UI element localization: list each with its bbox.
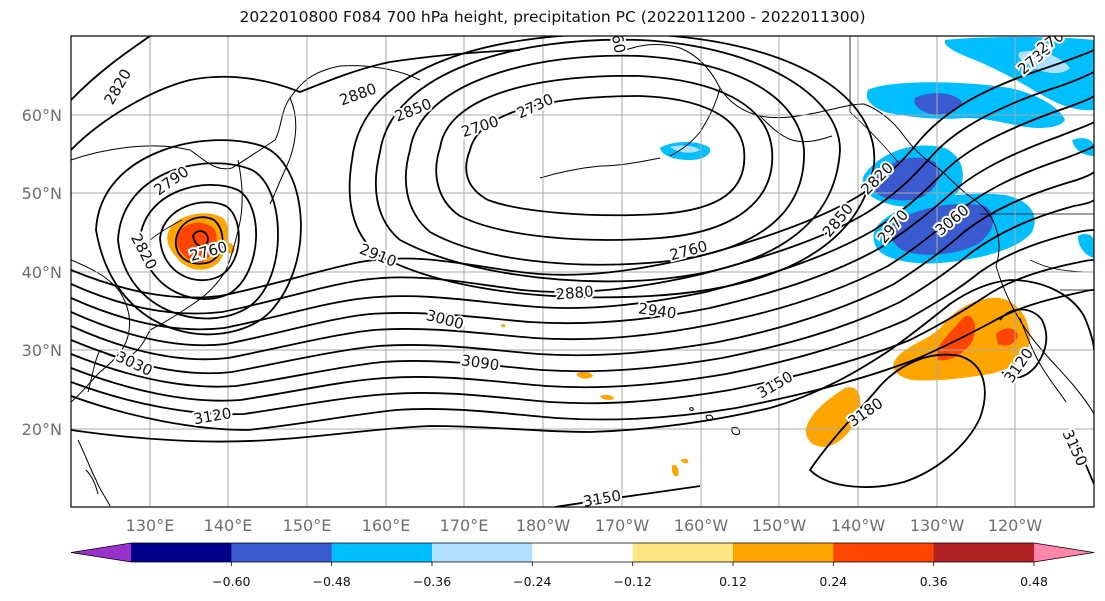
- lon-tick-150e: 150°E: [283, 516, 332, 535]
- lon-tick-120w: 120°W: [988, 516, 1043, 535]
- colorbar: [70, 542, 1095, 566]
- colorbar-tick-label-5: 0.12: [719, 574, 747, 589]
- contour-label-60-27: 60: [608, 33, 629, 55]
- lon-tick-170e: 170°E: [440, 516, 489, 535]
- colorbar-tick-label-7: 0.36: [920, 574, 948, 589]
- lon-tick-160w: 160°W: [674, 516, 729, 535]
- lon-tick-180w: 180°W: [516, 516, 571, 535]
- colorbar-extend-high: [1034, 543, 1094, 562]
- colorbar-segment-0: [131, 543, 232, 562]
- lon-tick-140e: 140°E: [204, 516, 253, 535]
- lat-tick-40: 40°N: [22, 263, 62, 282]
- colorbar-tick-label-1: −0.48: [313, 574, 351, 589]
- lon-tick-130e: 130°E: [126, 516, 175, 535]
- colorbar-labels: −0.60 −0.48 −0.36 −0.24 −0.12 0.12 0.24 0.36 0.4…: [212, 574, 1048, 589]
- lon-tick-140w: 140°W: [831, 516, 886, 535]
- colorbar-tick-label-2: −0.36: [413, 574, 451, 589]
- lon-tick-170w: 170°W: [595, 516, 650, 535]
- lon-tick-150w: 150°W: [752, 516, 807, 535]
- colorbar-outline: [70, 542, 1095, 563]
- colorbar-tick-label-4: −0.12: [614, 574, 652, 589]
- longitude-ticks: 130°E 140°E 150°E 160°E 170°E 180°W 170°…: [126, 516, 1043, 535]
- colorbar-segment-3: [432, 543, 533, 562]
- contour-label-2880-10: 2880: [555, 282, 595, 303]
- colorbar-tick-label-0: −0.60: [212, 574, 250, 589]
- colorbar-segment-5: [632, 543, 734, 562]
- height-contours: [71, 36, 1094, 507]
- colorbar-tick-label-8: 0.48: [1020, 574, 1048, 589]
- colorbar-segment-7: [833, 543, 935, 562]
- lon-tick-160e: 160°E: [362, 516, 411, 535]
- colorbar-segment-1: [231, 543, 333, 562]
- latitude-ticks: 60°N 50°N 40°N 30°N 20°N: [22, 106, 62, 439]
- lon-tick-130w: 130°W: [910, 516, 965, 535]
- colorbar-segment-4: [532, 543, 634, 562]
- colorbar-extend-low: [71, 543, 131, 562]
- lat-tick-30: 30°N: [22, 341, 62, 360]
- colorbar-tick-label-6: 0.24: [819, 574, 847, 589]
- lat-tick-50: 50°N: [22, 184, 62, 203]
- colorbar-segment-6: [733, 543, 834, 562]
- lat-tick-60: 60°N: [22, 106, 62, 125]
- colorbar-segment-8: [933, 543, 1035, 562]
- map-frame: [70, 35, 1095, 508]
- colorbar-segment-2: [331, 543, 433, 562]
- lat-tick-20: 20°N: [22, 420, 62, 439]
- map-title: 2022010800 F084 700 hPa height, precipit…: [239, 8, 866, 26]
- graticule: [71, 36, 1094, 507]
- colorbar-tick-label-3: −0.24: [513, 574, 551, 589]
